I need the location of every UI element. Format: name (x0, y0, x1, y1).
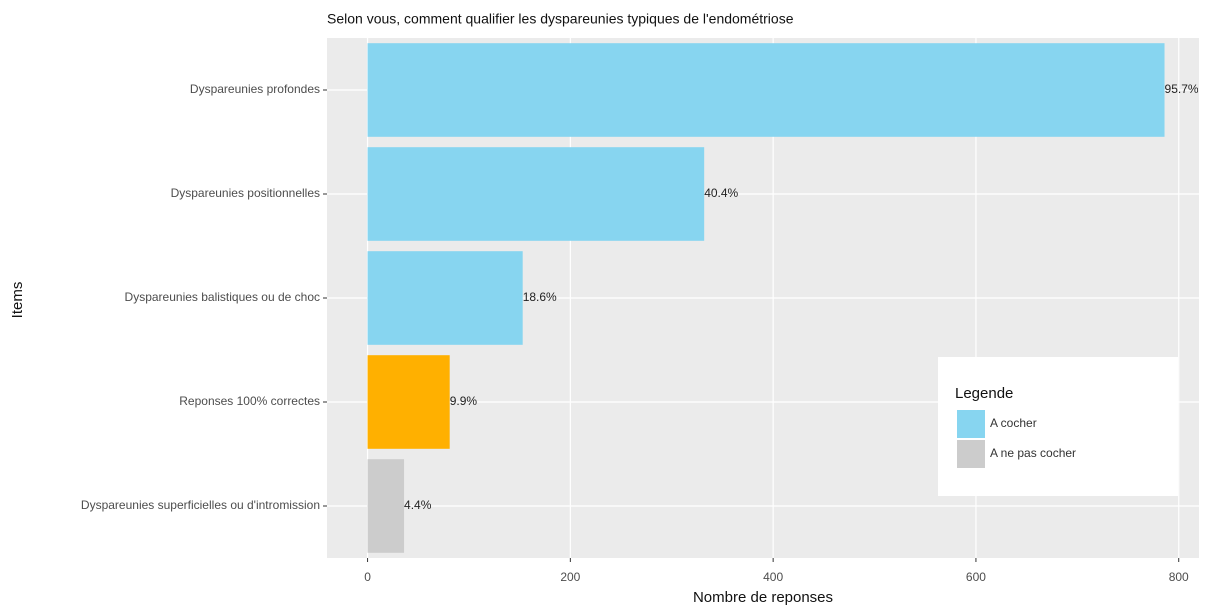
x-axis-title: Nombre de reponses (693, 589, 833, 606)
bar (367, 355, 450, 449)
bar (367, 147, 705, 241)
x-tick-label: 600 (966, 570, 986, 584)
legend: Legende A cocher A ne pas cocher (938, 357, 1178, 496)
legend-title: Legende (955, 385, 1013, 402)
data-label: 9.9% (450, 394, 478, 408)
data-label: 4.4% (404, 498, 432, 512)
bar (367, 459, 405, 553)
bar (367, 43, 1165, 137)
y-tick-label: Reponses 100% correctes (179, 394, 320, 408)
chart-title: Selon vous, comment qualifier les dyspar… (327, 11, 794, 27)
legend-label: A ne pas cocher (990, 446, 1076, 460)
y-tick-label: Dyspareunies profondes (190, 82, 320, 96)
data-label: 18.6% (523, 290, 557, 304)
legend-label: A cocher (990, 416, 1037, 430)
y-axis-title: Items (9, 282, 26, 319)
y-tick-label: Dyspareunies positionnelles (171, 186, 320, 200)
x-tick-label: 800 (1169, 570, 1189, 584)
y-tick-label: Dyspareunies superficielles ou d'intromi… (81, 498, 320, 512)
x-tick-label: 0 (364, 570, 371, 584)
bar (367, 251, 523, 345)
x-tick-label: 200 (560, 570, 580, 584)
bars: 95.7% 40.4% 18.6% 9.9% 4.4% (367, 43, 1199, 553)
legend-key (957, 410, 985, 438)
y-tick-label: Dyspareunies balistiques ou de choc (125, 290, 320, 304)
data-label: 95.7% (1165, 82, 1199, 96)
legend-key (957, 440, 985, 468)
data-label: 40.4% (704, 186, 738, 200)
x-tick-label: 400 (763, 570, 783, 584)
